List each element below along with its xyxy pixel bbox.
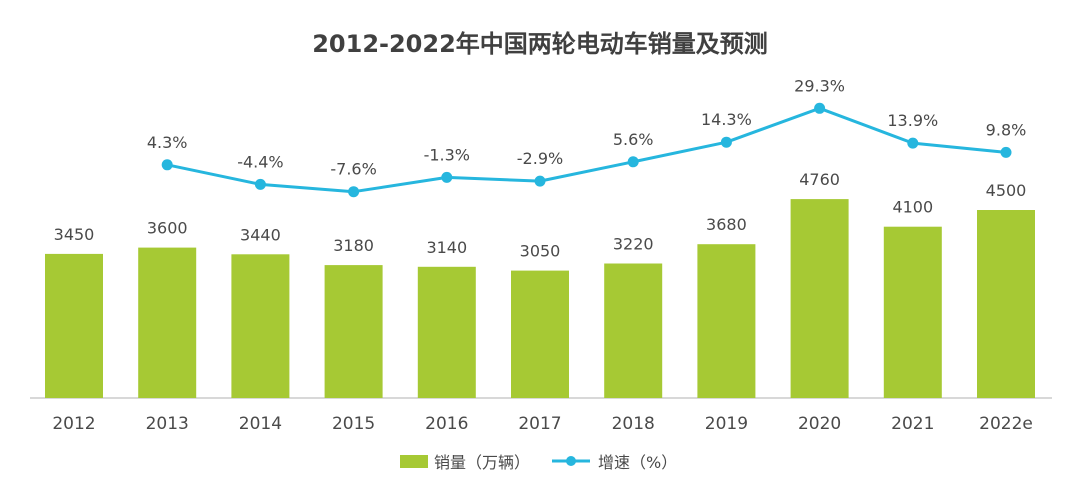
- legend: 销量（万辆） 增速（%）: [400, 453, 677, 472]
- growth-value-label-2016: -1.3%: [424, 145, 470, 164]
- x-tick-label-2016: 2016: [425, 414, 468, 434]
- growth-value-label-2017: -2.9%: [517, 149, 563, 168]
- growth-value-label-2022e: 9.8%: [986, 120, 1027, 139]
- growth-value-label-2015: -7.6%: [330, 160, 376, 179]
- growth-value-label-2013: 4.3%: [147, 133, 188, 152]
- legend-line-label: 增速（%）: [598, 453, 677, 472]
- growth-point-2014: [254, 178, 266, 190]
- line-series: [161, 102, 1012, 198]
- x-tick-label-2022e: 2022e: [979, 414, 1033, 434]
- growth-line: [166, 106, 1007, 194]
- bar-value-label-2016: 3140: [426, 238, 467, 257]
- chart-title: 2012-2022年中国两轮电动车销量及预测: [312, 30, 768, 58]
- x-tick-label-2013: 2013: [146, 414, 189, 434]
- bar-value-label-2014: 3440: [240, 225, 281, 244]
- growth-point-2019: [720, 136, 732, 148]
- bar-series: [45, 199, 1035, 398]
- bar-2013: [138, 247, 197, 398]
- growth-value-label-2021: 13.9%: [887, 111, 938, 130]
- bar-2016: [417, 266, 476, 398]
- bar-2020: [790, 199, 849, 398]
- bar-2017: [511, 270, 569, 398]
- growth-value-label-2019: 14.3%: [701, 110, 752, 129]
- growth-point-2022e: [1000, 146, 1012, 158]
- bar-value-label-2018: 3220: [613, 235, 654, 254]
- growth-point-2015: [348, 186, 360, 198]
- bar-value-label-2019: 3680: [706, 215, 747, 234]
- x-tick-label-2021: 2021: [891, 414, 934, 434]
- legend-line-marker: [566, 456, 576, 466]
- growth-point-2016: [441, 171, 453, 183]
- line-value-labels: 4.3% -4.4% -7.6% -1.3% -2.9% 5.6% 14.3% 29.3% 13…: [147, 76, 1026, 178]
- bar-value-label-2013: 3600: [147, 219, 188, 238]
- bar-2015: [324, 265, 383, 398]
- x-tick-label-2015: 2015: [332, 414, 375, 434]
- bar-value-label-2021: 4100: [892, 198, 933, 217]
- growth-point-2013: [161, 159, 173, 171]
- bar-2012: [45, 253, 103, 398]
- x-tick-label-2020: 2020: [798, 414, 841, 434]
- bar-value-label-2022e: 4500: [986, 181, 1027, 200]
- x-tick-label-2019: 2019: [705, 414, 748, 434]
- bar-2021: [883, 226, 942, 398]
- bar-value-label-2017: 3050: [520, 242, 561, 261]
- bar-2014: [231, 254, 290, 398]
- growth-value-label-2018: 5.6%: [613, 130, 654, 149]
- bar-2019: [697, 244, 756, 398]
- growth-point-2021: [907, 137, 919, 149]
- legend-bar-label: 销量（万辆）: [434, 453, 530, 472]
- growth-point-2020: [814, 102, 826, 114]
- bar-value-labels: 3450 3600 3440 3180 3140 3050 3220 3680 4760 4100…: [54, 170, 1027, 261]
- bar-value-label-2015: 3180: [333, 236, 374, 255]
- bar-2022e: [977, 210, 1035, 398]
- legend-bar-swatch: [400, 455, 428, 468]
- x-axis-tick-labels: 2012 2013 2014 2015 2016 2017 2018 2019 2020 2021…: [52, 414, 1033, 434]
- x-tick-label-2014: 2014: [239, 414, 282, 434]
- x-tick-label-2017: 2017: [518, 414, 561, 434]
- x-tick-label-2012: 2012: [52, 414, 95, 434]
- growth-value-label-2014: -4.4%: [237, 152, 283, 171]
- growth-value-label-2020: 29.3%: [794, 76, 845, 95]
- bar-value-label-2012: 3450: [54, 225, 95, 244]
- growth-point-2018: [627, 156, 639, 168]
- growth-point-2017: [534, 175, 546, 187]
- bar-value-label-2020: 4760: [799, 170, 840, 189]
- bar-2018: [604, 263, 663, 398]
- x-tick-label-2018: 2018: [612, 414, 655, 434]
